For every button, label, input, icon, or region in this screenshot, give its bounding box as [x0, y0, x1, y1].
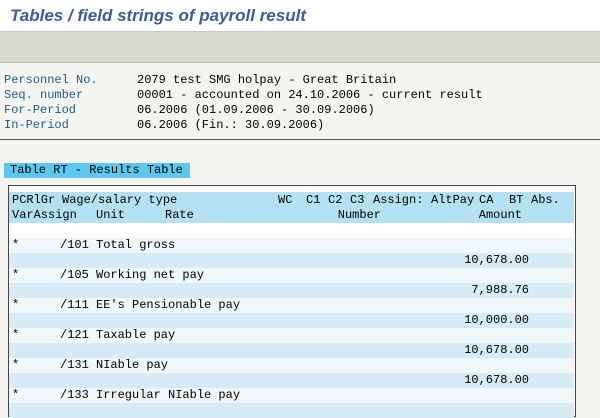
var-assign: * [12, 358, 20, 372]
row-band [9, 343, 574, 358]
info-value: 2079 test SMG holpay - Great Britain [137, 73, 397, 87]
row-band [9, 268, 574, 283]
table-header [9, 192, 574, 223]
column-header: WC [278, 193, 293, 207]
info-value: 06.2006 (Fin.: 30.09.2006) [137, 118, 325, 132]
column-header: Wage/salary type [62, 193, 178, 207]
wage-type: /121 [60, 328, 89, 342]
row-band [9, 358, 574, 373]
wage-type-text: EE's Pensionable pay [96, 298, 241, 312]
wage-type-text: Total gross [96, 238, 176, 252]
column-header: C1 [306, 193, 321, 207]
info-label: In-Period [4, 118, 69, 132]
wage-type: /131 [60, 358, 89, 372]
amount: 7,988.76 [471, 283, 529, 297]
wage-type: /111 [60, 298, 89, 312]
amount: 10,678.00 [464, 343, 529, 357]
var-assign: * [12, 388, 20, 402]
screen-title: Tables / field strings of payroll result [10, 6, 306, 25]
title-bar: Tables / field strings of payroll result [0, 0, 600, 32]
separator [0, 139, 600, 140]
row-band [9, 298, 574, 313]
info-value: 00001 - accounted on 24.10.2006 - curren… [137, 88, 483, 102]
wage-type-text: Working net pay [96, 268, 205, 282]
table-title: Table RT - Results Table [4, 163, 190, 178]
row-band [9, 238, 574, 253]
column-header: BT [509, 193, 524, 207]
row-band [9, 373, 574, 388]
wage-type: /105 [60, 268, 89, 282]
wage-type: /101 [60, 238, 89, 252]
wage-type-text: Irregular NIable pay [96, 388, 241, 402]
column-header: AltPay [431, 193, 475, 207]
column-header: VarAssign [12, 208, 77, 222]
row-band [9, 403, 574, 418]
column-header: Amount [478, 208, 522, 222]
wage-type: /133 [60, 388, 89, 402]
row-band [9, 388, 574, 403]
row-band [9, 253, 574, 268]
row-band [9, 328, 574, 343]
toolbar [0, 32, 600, 63]
column-header: C2 [328, 193, 343, 207]
var-assign: * [12, 328, 20, 342]
wage-type-text: Taxable pay [96, 328, 176, 342]
info-label: Personnel No. [4, 73, 98, 87]
column-header: Assign: [373, 193, 424, 207]
column-header: C3 [350, 193, 365, 207]
amount: 10,678.00 [464, 253, 529, 267]
column-header: Rate [165, 208, 194, 222]
info-value: 06.2006 (01.09.2006 - 30.09.2006) [137, 103, 375, 117]
var-assign: * [12, 238, 20, 252]
wage-type-text: NIable pay [96, 358, 169, 372]
var-assign: * [12, 268, 20, 282]
column-header: PCRlGr [12, 193, 56, 207]
info-label: Seq. number [4, 88, 84, 102]
var-assign: * [12, 298, 20, 312]
column-header: Abs. [531, 193, 560, 207]
column-header: Unit [96, 208, 125, 222]
column-header: CA [479, 193, 494, 207]
info-label: For-Period [4, 103, 77, 117]
row-band [9, 283, 574, 298]
amount: 10,678.00 [464, 373, 529, 387]
column-header: Number [337, 208, 381, 222]
amount: 10,000.00 [464, 313, 529, 327]
row-band [9, 313, 574, 328]
